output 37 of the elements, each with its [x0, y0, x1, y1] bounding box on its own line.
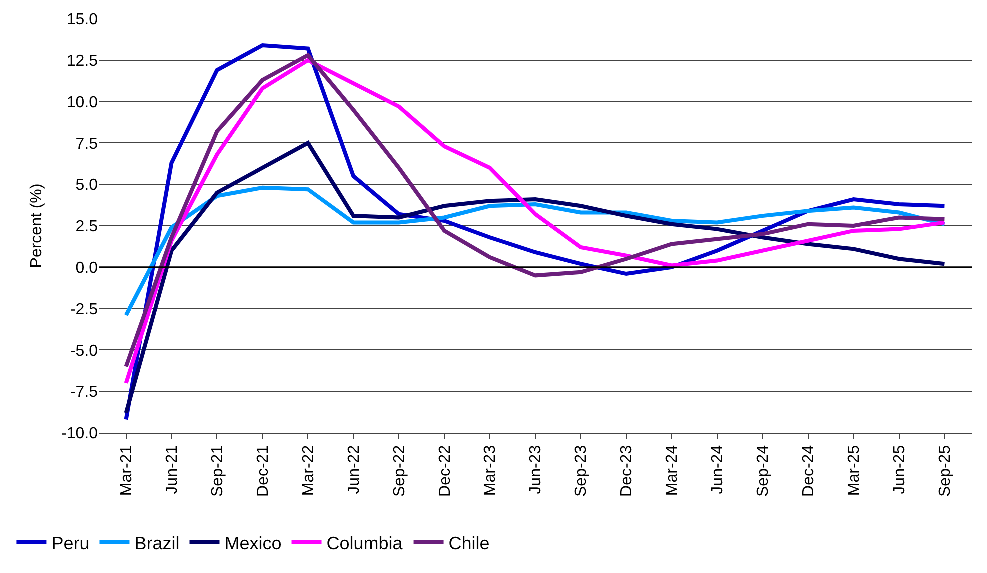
x-tick-label: Jun-23 [528, 445, 545, 494]
x-tick-label: Jun-22 [346, 445, 363, 494]
x-tick-label: Mar-21 [118, 445, 136, 496]
x-tick-label: Jun-25 [891, 445, 908, 494]
y-tick-label: 5.0 [76, 177, 98, 194]
y-tick-label: 10.0 [66, 94, 98, 112]
y-tick-label: 15.0 [66, 12, 98, 29]
x-tick-label: Dec-23 [618, 445, 636, 497]
y-tick-label: 0.0 [76, 260, 98, 277]
x-tick-label: Sep-21 [209, 445, 226, 497]
x-tick-label: Mar-22 [300, 445, 318, 496]
y-tick-label: 7.5 [76, 136, 98, 153]
x-tick-label: Mar-23 [482, 445, 500, 496]
x-tick-label: Mar-25 [846, 445, 863, 496]
line-series [124, 141, 947, 416]
x-tick-label: Sep-23 [573, 445, 590, 497]
legend-label: Columbia [326, 533, 404, 554]
x-tick-label: Mar-24 [664, 445, 682, 496]
x-tick-label: Dec-24 [800, 445, 818, 497]
legend-label: Mexico [224, 533, 282, 554]
legend-label: Peru [52, 533, 90, 554]
legend-label: Chile [448, 533, 490, 554]
y-tick-label: -10.0 [62, 426, 98, 443]
x-tick-label: Sep-22 [391, 445, 408, 497]
y-tick-label: -5.0 [70, 342, 98, 360]
x-tick-label: Dec-22 [436, 445, 454, 497]
y-tick-label: -2.5 [70, 301, 98, 318]
x-tick-label: Sep-24 [755, 445, 772, 497]
x-tick-label: Dec-21 [254, 445, 272, 497]
y-tick-label: 12.5 [66, 53, 98, 70]
x-tick-label: Sep-25 [936, 445, 954, 497]
y-tick-label: -7.5 [70, 384, 98, 402]
legend-label: Brazil [134, 533, 180, 554]
y-axis-title: Percent (%) [28, 184, 46, 268]
y-tick-label: 2.5 [76, 218, 98, 236]
x-tick-label: Jun-21 [164, 445, 181, 494]
x-tick-label: Jun-24 [710, 445, 727, 494]
